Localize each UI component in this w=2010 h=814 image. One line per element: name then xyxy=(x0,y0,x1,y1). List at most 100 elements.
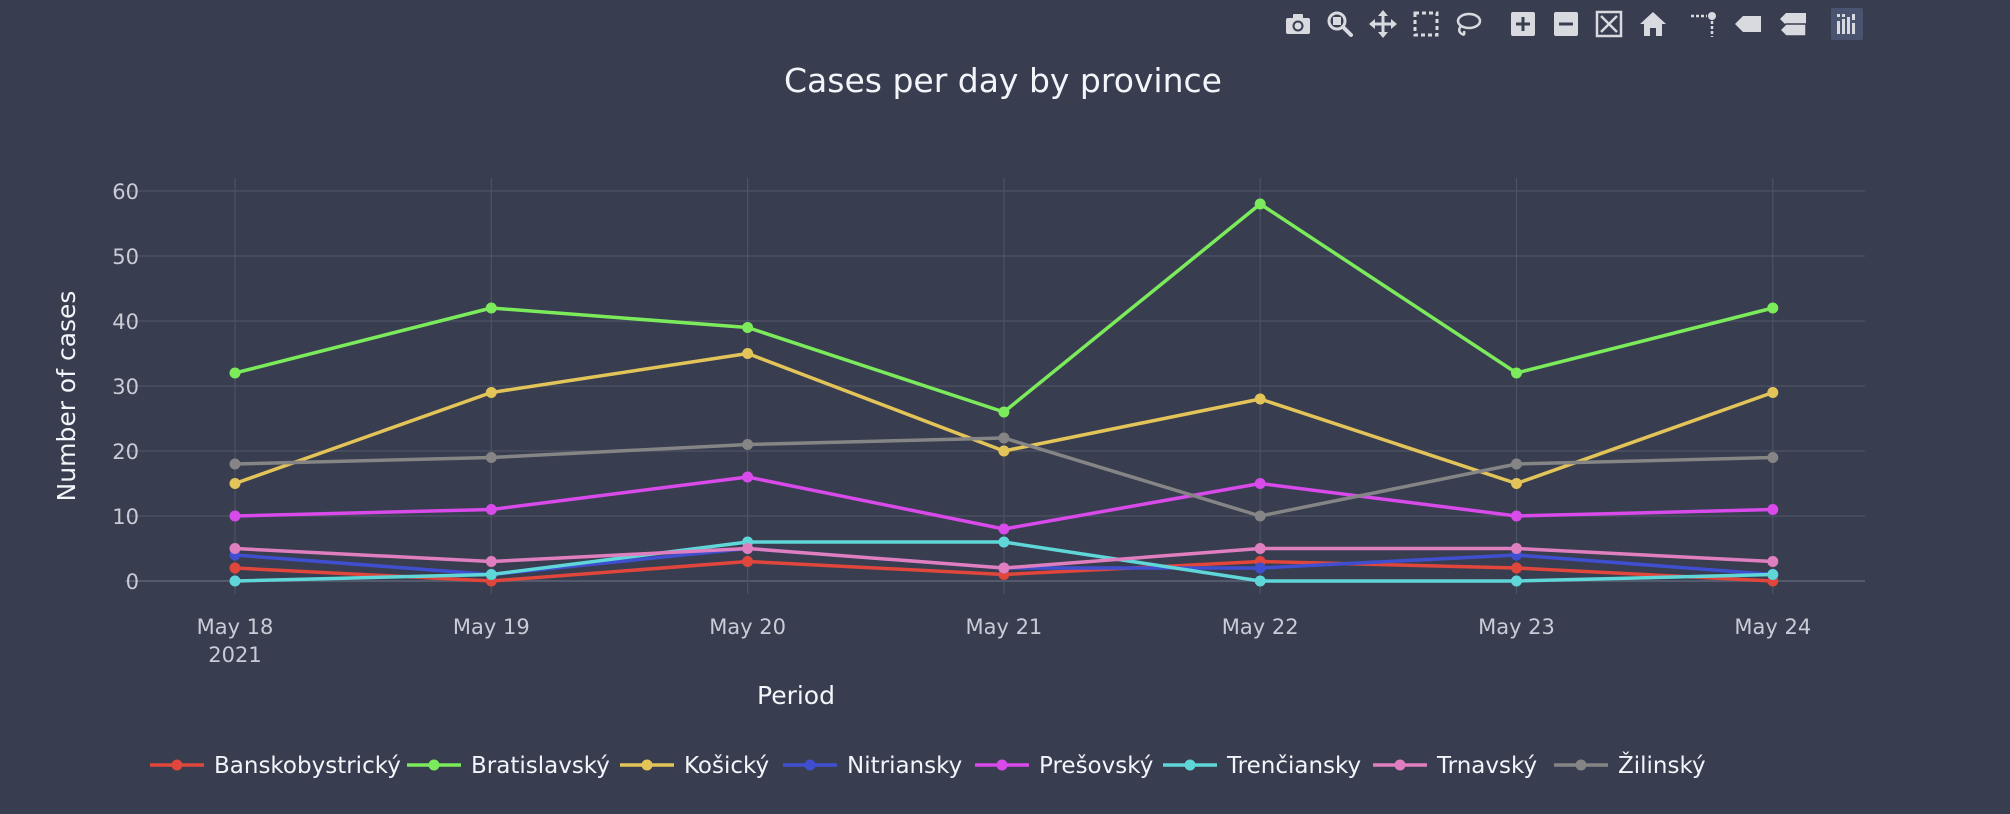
series-trace[interactable] xyxy=(229,348,1779,489)
y-tick-label: 30 xyxy=(112,375,139,399)
x-tick-label: May 22 xyxy=(1222,615,1299,639)
data-point[interactable] xyxy=(229,478,241,489)
data-point[interactable] xyxy=(1511,543,1522,554)
data-point[interactable] xyxy=(1254,543,1266,554)
data-point[interactable] xyxy=(742,471,754,483)
data-point[interactable] xyxy=(998,445,1010,457)
legend-item[interactable]: Žilinský xyxy=(1554,751,1706,779)
zoom-button[interactable] xyxy=(1324,8,1356,40)
hover-compare-button[interactable] xyxy=(1777,8,1809,40)
series-trace[interactable] xyxy=(229,543,1779,574)
data-point[interactable] xyxy=(229,575,241,587)
x-axis-label: Period xyxy=(757,681,835,710)
data-point[interactable] xyxy=(1511,510,1522,522)
data-point[interactable] xyxy=(742,439,754,450)
data-point[interactable] xyxy=(742,543,754,554)
data-point[interactable] xyxy=(742,348,754,359)
zoom-out-button[interactable] xyxy=(1550,8,1582,40)
data-point[interactable] xyxy=(485,387,497,398)
legend-item[interactable]: Trnavský xyxy=(1373,753,1537,779)
data-point[interactable] xyxy=(1511,562,1522,574)
legend-label: Košický xyxy=(684,753,769,779)
y-axis-label: Number of cases xyxy=(52,291,81,502)
data-point[interactable] xyxy=(485,504,497,515)
legend-label: Nitriansky xyxy=(847,753,962,779)
series-group[interactable] xyxy=(229,198,1779,587)
data-point[interactable] xyxy=(485,556,497,567)
data-point[interactable] xyxy=(485,302,497,314)
data-point[interactable] xyxy=(1511,458,1522,470)
hover-compare-icon xyxy=(1778,13,1807,37)
series-trace[interactable] xyxy=(229,536,1779,587)
lasso-select-icon xyxy=(1456,12,1482,36)
data-point[interactable] xyxy=(229,367,241,379)
data-point[interactable] xyxy=(1254,510,1266,522)
legend-marker xyxy=(804,759,816,771)
hover-closest-button[interactable] xyxy=(1732,8,1764,40)
plotly-logo-button[interactable] xyxy=(1831,8,1863,40)
legend-item[interactable]: Prešovský xyxy=(975,753,1153,779)
spike-lines-button[interactable] xyxy=(1688,8,1720,40)
data-point[interactable] xyxy=(1767,569,1779,580)
data-point[interactable] xyxy=(229,510,241,522)
data-point[interactable] xyxy=(1767,504,1779,515)
data-point[interactable] xyxy=(998,432,1010,444)
legend-item[interactable]: Bratislavský xyxy=(407,753,610,779)
lasso-select-button[interactable] xyxy=(1452,8,1484,40)
series-trace[interactable] xyxy=(229,432,1779,522)
legend-marker xyxy=(1394,759,1406,771)
legend-label: Žilinský xyxy=(1618,751,1706,779)
data-point[interactable] xyxy=(1254,575,1266,587)
zoom-in-button[interactable] xyxy=(1507,8,1539,40)
data-point[interactable] xyxy=(742,322,754,333)
data-point[interactable] xyxy=(1511,575,1522,587)
pan-icon xyxy=(1369,10,1397,38)
x-tick-label: May 21 xyxy=(965,615,1042,639)
legend-item[interactable]: Košický xyxy=(620,753,769,779)
y-tick-label: 40 xyxy=(112,310,139,334)
data-point[interactable] xyxy=(1767,452,1779,463)
data-point[interactable] xyxy=(229,562,241,574)
legend-label: Trnavský xyxy=(1436,753,1537,779)
grid xyxy=(125,178,1865,594)
data-point[interactable] xyxy=(1254,198,1266,210)
legend-item[interactable]: Banskobystrický xyxy=(150,753,401,779)
autoscale-button[interactable] xyxy=(1593,8,1625,40)
series-trace[interactable] xyxy=(229,198,1779,418)
data-point[interactable] xyxy=(998,536,1010,548)
x-tick-label: May 24 xyxy=(1734,615,1811,639)
data-point[interactable] xyxy=(485,569,497,580)
download-png-button[interactable] xyxy=(1282,8,1314,40)
data-point[interactable] xyxy=(1767,302,1779,314)
series-trace[interactable] xyxy=(229,471,1779,535)
data-point[interactable] xyxy=(742,556,754,567)
plotly-logo-icon xyxy=(1837,14,1855,34)
zoom-out-icon xyxy=(1554,12,1578,36)
camera-icon xyxy=(1286,14,1310,34)
data-point[interactable] xyxy=(1254,393,1266,405)
legend-marker xyxy=(1184,759,1196,771)
legend-marker xyxy=(171,759,183,771)
box-select-button[interactable] xyxy=(1410,8,1442,40)
data-point[interactable] xyxy=(1767,556,1779,567)
data-point[interactable] xyxy=(1511,478,1522,489)
data-point[interactable] xyxy=(1254,562,1266,574)
pan-button[interactable] xyxy=(1367,8,1399,40)
data-point[interactable] xyxy=(485,452,497,463)
data-point[interactable] xyxy=(1254,478,1266,489)
legend-item[interactable]: Trenčiansky xyxy=(1163,753,1361,779)
data-point[interactable] xyxy=(229,543,241,554)
zoom-in-icon xyxy=(1511,12,1535,36)
legend-item[interactable]: Nitriansky xyxy=(783,753,962,779)
data-point[interactable] xyxy=(229,458,241,470)
data-point[interactable] xyxy=(998,523,1010,535)
reset-axes-button[interactable] xyxy=(1637,8,1669,40)
box-select-icon xyxy=(1413,11,1439,37)
data-point[interactable] xyxy=(1511,367,1522,379)
data-point[interactable] xyxy=(998,562,1010,574)
x-tick-label: May 18 xyxy=(197,615,274,639)
data-point[interactable] xyxy=(1767,387,1779,398)
data-point[interactable] xyxy=(998,406,1010,418)
